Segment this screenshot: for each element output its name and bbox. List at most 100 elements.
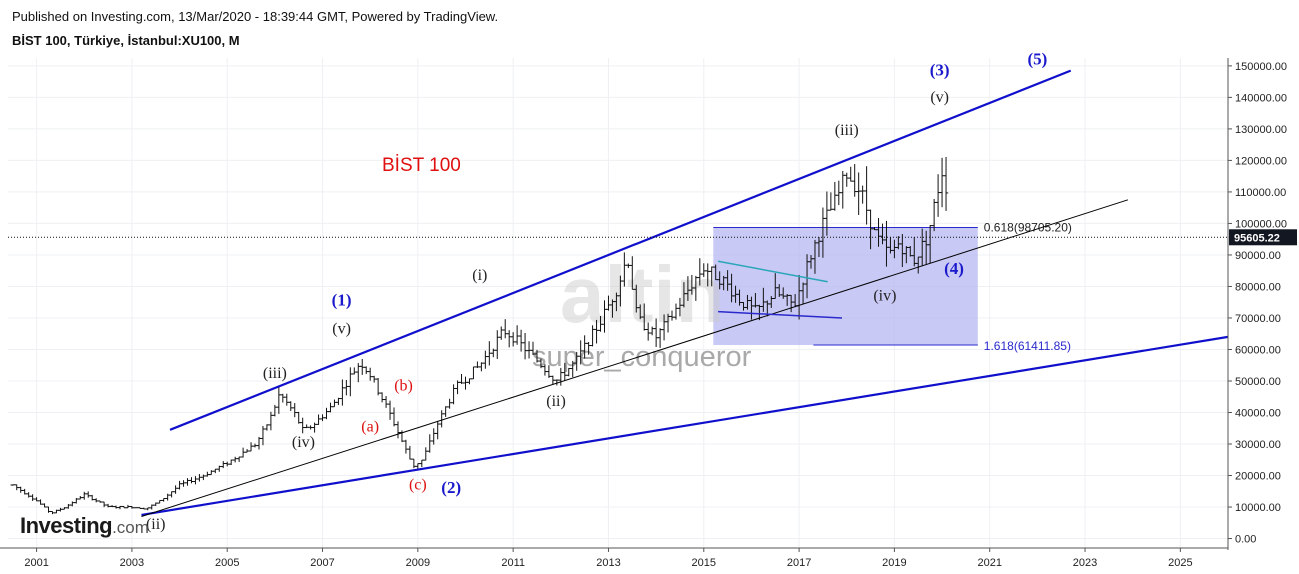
candle (125, 504, 131, 509)
y-tick-label: 30000.00 (1235, 439, 1281, 451)
candle (145, 507, 150, 511)
wave-label: (c) (409, 477, 427, 494)
candle (82, 491, 87, 500)
candle (304, 424, 309, 429)
candle (66, 504, 71, 509)
wave-labels: (1) (2) (3) (4) (5) (i) (ii) (ii) (iii) (iii) (iv)… (146, 49, 1047, 533)
candle (276, 386, 282, 414)
x-tick-label: 2009 (406, 557, 430, 569)
candle (181, 480, 186, 487)
candle (30, 494, 35, 501)
wave-label: (ii) (546, 393, 566, 410)
logo-suffix: .com (112, 518, 149, 537)
chart-title: BİST 100 (382, 155, 461, 176)
candle (217, 465, 222, 472)
candle (832, 181, 838, 211)
candle (518, 329, 524, 352)
candle (157, 499, 162, 504)
wave-label: (iv) (292, 434, 315, 451)
wave-label: (b) (394, 377, 413, 394)
candle (161, 498, 166, 502)
candle (109, 505, 115, 508)
wave-label: (v) (930, 89, 949, 106)
candle (221, 461, 226, 469)
candle (415, 463, 421, 469)
candle (348, 367, 353, 397)
symbol-title: BİST 100, Türkiye, İstanbul:XU100, M (12, 33, 240, 48)
candle (383, 396, 389, 408)
channel-line (141, 335, 1229, 516)
axes: 0.00 10000.00 20000.00 30000.00 40000.00 5000… (0, 58, 1297, 569)
candle (431, 428, 436, 445)
fib-label-bottom: 1.618(61411.85) (984, 339, 1071, 353)
y-tick-label: 70000.00 (1235, 313, 1281, 325)
candle (244, 449, 250, 453)
x-tick-label: 2019 (882, 557, 906, 569)
wave-label: (v) (332, 321, 351, 338)
candle (22, 488, 27, 495)
candle (860, 185, 865, 204)
candle (312, 422, 317, 433)
published-info: Published on Investing.com, 13/Mar/2020 … (12, 9, 499, 24)
candle (856, 172, 861, 216)
candle (487, 341, 492, 366)
candle (272, 404, 278, 417)
candle (479, 362, 484, 372)
candle (935, 174, 941, 217)
candle (499, 326, 504, 340)
channel-line (141, 199, 1129, 517)
candle (411, 458, 417, 469)
wave-label: (i) (472, 267, 487, 284)
candle (316, 414, 321, 425)
candle (70, 501, 75, 507)
x-tick-label: 2003 (120, 557, 144, 569)
x-tick-label: 2013 (596, 557, 620, 569)
watermark-user: super_conqueror (532, 341, 752, 373)
wave-label: (2) (441, 478, 461, 497)
candle (324, 407, 329, 420)
y-tick-label: 130000.00 (1235, 124, 1287, 136)
wave-label: (iii) (835, 122, 859, 139)
candle (475, 361, 480, 369)
candle (288, 401, 293, 412)
candle (284, 393, 289, 406)
candle (268, 411, 274, 431)
candle (352, 367, 357, 375)
candle (228, 459, 234, 466)
candle (379, 392, 385, 403)
x-tick-label: 2011 (501, 557, 525, 569)
last-price-tag (1229, 229, 1297, 246)
candle (943, 156, 949, 211)
fib-projection: 0.618(98705.20) 1.618(61411.85) (713, 221, 1072, 353)
last-price-label: 95605.22 (1234, 232, 1280, 244)
wave-label: (iv) (873, 288, 896, 305)
candle (193, 476, 198, 485)
candle (101, 501, 107, 508)
candle (340, 379, 345, 406)
candle (503, 319, 508, 339)
candle (46, 506, 51, 513)
candle (86, 491, 91, 498)
wave-label: (4) (944, 259, 964, 278)
x-tick-label: 2005 (215, 557, 239, 569)
y-tick-label: 0.00 (1235, 534, 1256, 546)
candle (423, 447, 428, 461)
candle (447, 398, 452, 409)
candle (419, 459, 425, 468)
candle (169, 491, 174, 498)
candle (240, 447, 246, 458)
candles (10, 156, 949, 515)
candle (213, 468, 218, 474)
y-tick-label: 90000.00 (1235, 250, 1281, 262)
candle (34, 497, 39, 502)
candle (483, 350, 488, 369)
fib-zone (713, 227, 978, 346)
candle (280, 393, 286, 403)
candle (391, 407, 397, 427)
candle (232, 456, 238, 463)
candle (455, 380, 460, 395)
y-tick-label: 150000.00 (1235, 61, 1287, 73)
candle (74, 497, 79, 504)
y-tick-label: 100000.00 (1235, 218, 1287, 230)
